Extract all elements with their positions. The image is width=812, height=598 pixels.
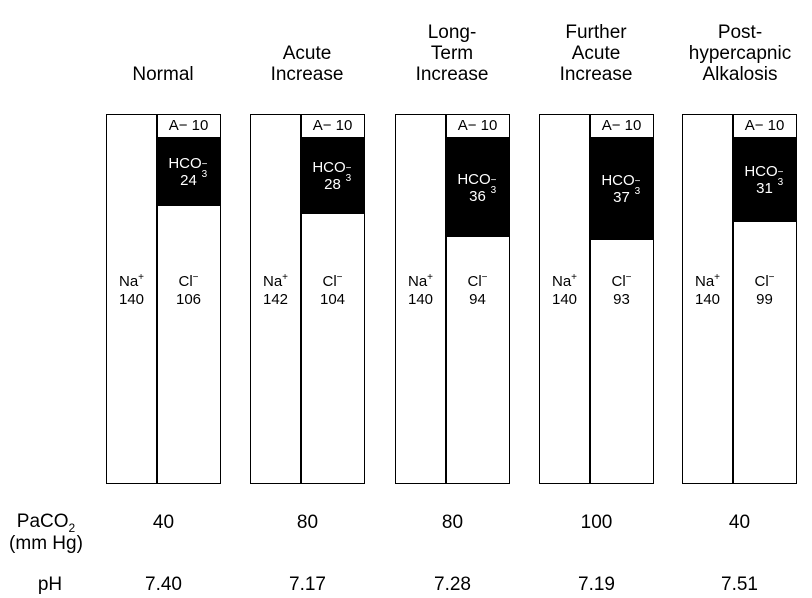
ion-panel-normal: A− 10 HCO −3 24 Na+ 140 Cl− 106 — [106, 114, 221, 484]
ph-value-normal: 7.40 — [145, 574, 182, 595]
chloride-value: 104 — [319, 291, 346, 308]
ph-row-label: pH — [37, 574, 63, 595]
panel-divider — [300, 115, 302, 483]
sodium-value: 140 — [118, 291, 145, 308]
ion-panel-further-acute-increase: A− 10 HCO −3 37 Na+ 140 Cl− 93 — [539, 114, 654, 484]
bicarbonate-block: HCO −3 28 — [301, 138, 364, 214]
paco2-value-acute-increase: 80 — [296, 512, 319, 533]
bicarbonate-label: HCO −3 — [312, 159, 352, 184]
chloride-value: 94 — [469, 291, 486, 308]
ph-value-posthypercapnic-alkalosis: 7.51 — [721, 574, 758, 595]
bicarbonate-value: 31 — [756, 180, 773, 197]
ph-value-further-acute-increase: 7.19 — [578, 574, 615, 595]
ph-value-long-term-increase: 7.28 — [434, 574, 471, 595]
chloride-value: 106 — [175, 291, 202, 308]
bicarbonate-value: 24 — [180, 172, 197, 189]
panel-divider — [732, 115, 734, 483]
anion-gap-box: A− 10 — [157, 115, 220, 138]
bicarbonate-block: HCO −3 31 — [733, 138, 796, 222]
chloride-value: 93 — [613, 291, 630, 308]
column-title-long-term-increase: Long- Term Increase — [415, 22, 489, 85]
column-title-posthypercapnic-alkalosis: Post- hypercapnic Alkalosis — [688, 22, 792, 85]
panel-divider — [156, 115, 158, 483]
paco2-value-posthypercapnic-alkalosis: 40 — [728, 512, 751, 533]
panel-divider — [445, 115, 447, 483]
paco2-value-long-term-increase: 80 — [441, 512, 464, 533]
chloride-label: Cl− 99 — [754, 272, 775, 309]
column-title-acute-increase: Acute Increase — [270, 43, 344, 85]
chloride-label: Cl− 93 — [611, 272, 632, 309]
sodium-label: Na+ 140 — [694, 272, 721, 309]
anion-gap-box: A− 10 — [590, 115, 653, 138]
bicarbonate-value: 28 — [324, 176, 341, 193]
column-title-further-acute-increase: Further Acute Increase — [559, 22, 633, 85]
sodium-value: 140 — [694, 291, 721, 308]
bicarbonate-block: HCO −3 37 — [590, 138, 653, 240]
anion-gap-box: A− 10 — [301, 115, 364, 138]
anion-gap-box: A− 10 — [733, 115, 796, 138]
paco2-value-normal: 40 — [152, 512, 175, 533]
panel-divider — [589, 115, 591, 483]
bicarbonate-label: HCO −3 — [744, 163, 784, 188]
sodium-label: Na+ 140 — [551, 272, 578, 309]
bicarbonate-block: HCO −3 24 — [157, 138, 220, 206]
paco2-value-further-acute-increase: 100 — [580, 512, 613, 533]
chloride-label: Cl− 106 — [175, 272, 202, 309]
bicarbonate-value: 37 — [613, 189, 630, 206]
anion-gap-box: A− 10 — [446, 115, 509, 138]
column-title-normal: Normal — [132, 64, 194, 85]
sodium-label: Na+ 142 — [262, 272, 289, 309]
bicarbonate-label: HCO −3 — [457, 170, 497, 196]
paco2-unit-label: (mm Hg) — [9, 533, 83, 554]
sodium-label: Na+ 140 — [407, 272, 434, 309]
bicarbonate-value: 36 — [469, 187, 486, 205]
chloride-label: Cl− 94 — [467, 272, 488, 309]
sodium-value: 142 — [262, 291, 289, 308]
bicarbonate-label: HCO −3 — [168, 155, 208, 180]
ion-panel-posthypercapnic-alkalosis: A− 10 HCO −3 31 Na+ 140 Cl− 99 — [682, 114, 797, 484]
ion-panel-long-term-increase: A− 10 HCO −3 36 Na+ 140 Cl− 94 — [395, 114, 510, 484]
sodium-value: 140 — [407, 291, 434, 308]
sodium-label: Na+ 140 — [118, 272, 145, 309]
ph-value-acute-increase: 7.17 — [289, 574, 326, 595]
bicarbonate-block: HCO −3 36 — [446, 138, 509, 237]
bicarbonate-label: HCO −3 — [601, 172, 641, 197]
chloride-label: Cl− 104 — [319, 272, 346, 309]
chloride-value: 99 — [756, 291, 773, 308]
paco2-row-label: PaCO2 (mm Hg) — [9, 511, 83, 554]
ion-panel-acute-increase: A− 10 HCO −3 28 Na+ 142 Cl− 104 — [250, 114, 365, 484]
sodium-value: 140 — [551, 291, 578, 308]
